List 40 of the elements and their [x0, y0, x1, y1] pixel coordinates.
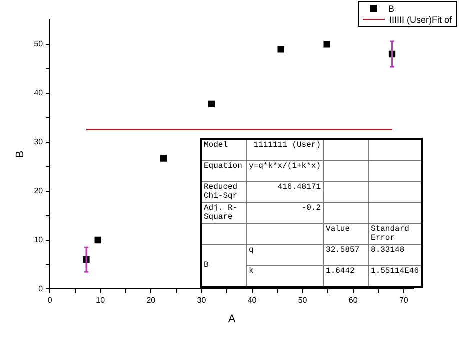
x-tick-label: 70 — [399, 296, 409, 306]
x-tick-label: 40 — [248, 296, 258, 306]
annotation: Model — [201, 139, 246, 160]
point — [94, 236, 102, 244]
legend-label: B — [388, 4, 394, 14]
annotation: Adj. R-Square — [201, 202, 246, 224]
point — [324, 41, 330, 48]
x-axis-title: A — [228, 313, 236, 326]
annotation: 1.55114E46 — [368, 266, 422, 287]
x-tick-label: 10 — [96, 296, 106, 306]
annotation: q — [246, 244, 324, 266]
annotation: -0.2 — [246, 202, 324, 224]
annotation: k — [246, 266, 324, 287]
annotation: 416.48171 — [246, 182, 324, 202]
point — [278, 46, 284, 53]
x-tick-label: 60 — [348, 296, 358, 306]
y-tick-label: 50 — [34, 40, 44, 49]
y-tick-label: 40 — [34, 88, 44, 98]
annotation: 1.6442 — [324, 266, 369, 287]
x-tick-label: 0 — [48, 296, 53, 306]
x-tick-label: 50 — [298, 296, 308, 306]
point — [208, 100, 216, 108]
annotation: 8.33148 — [368, 244, 422, 266]
annotation: Reduced Chi-Sqr — [201, 182, 246, 202]
x-tick-label: 20 — [146, 296, 156, 306]
annotation: Value — [324, 224, 369, 244]
x-tick-label: 30 — [197, 296, 207, 306]
annotation: Equation — [201, 160, 246, 182]
annotation: Standard Error — [368, 224, 422, 244]
y-axis-title: B — [14, 150, 27, 158]
y-tick-label: 20 — [34, 186, 44, 196]
annotation: y=q*k*x/(1+k*x) — [246, 160, 324, 182]
annotation: B — [201, 244, 246, 287]
legend-label: IIIIII (User)Fit of — [389, 14, 452, 24]
y-tick-label: 0 — [38, 284, 44, 294]
point — [160, 155, 168, 162]
y-tick-label: 30 — [34, 138, 44, 147]
annotation: 32.5857 — [324, 244, 369, 266]
y-tick-label: 10 — [34, 235, 44, 244]
annotation: 1111111 (User) — [246, 139, 324, 160]
